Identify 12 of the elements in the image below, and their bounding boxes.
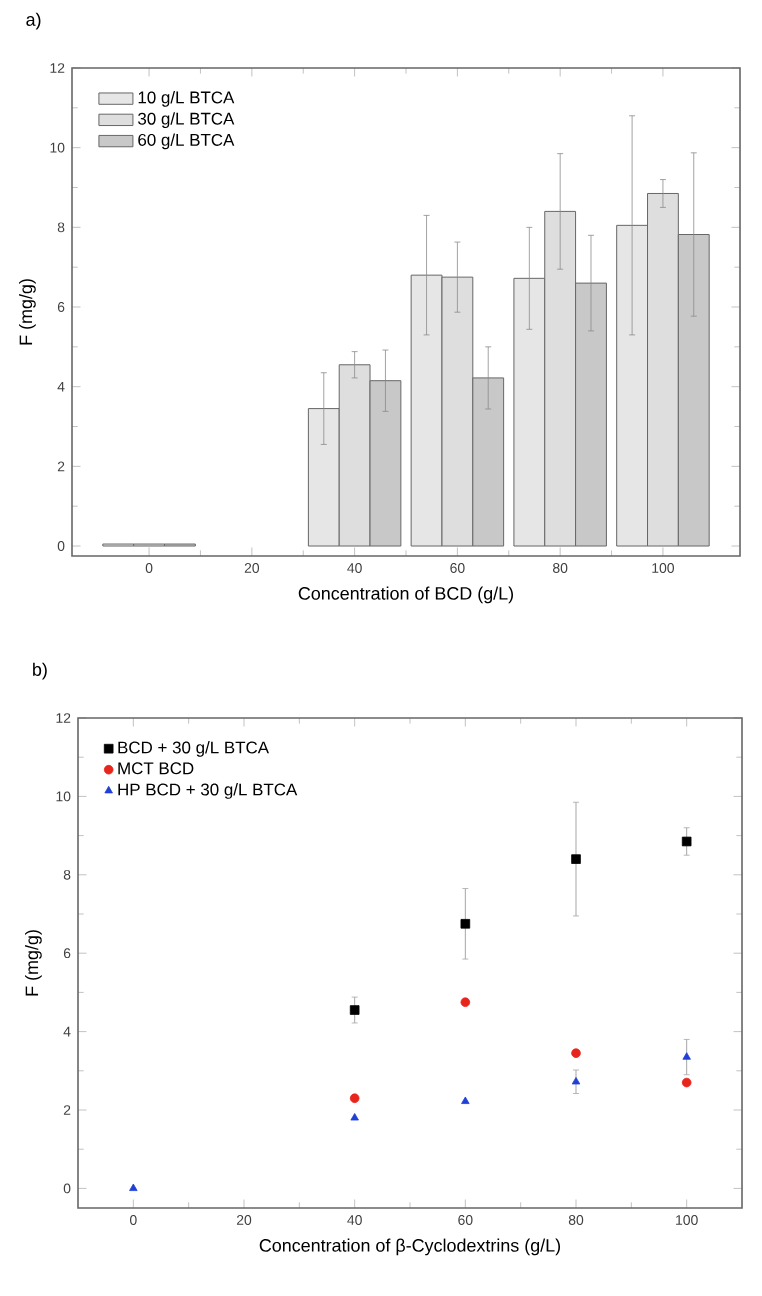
legend-label: HP BCD + 30 g/L BTCA xyxy=(118,783,298,799)
legend-label: 10 g/L BTCA xyxy=(138,90,235,107)
y-axis-title: F (mg/g) xyxy=(19,279,36,345)
legend-label: 60 g/L BTCA xyxy=(138,133,235,150)
y-axis-title: F (mg/g) xyxy=(25,930,42,996)
chart-title: b) xyxy=(33,662,47,680)
chart-title: a) xyxy=(26,12,41,30)
x-axis-title: Concentration of β-Cyclodextrins (g/L) xyxy=(259,1238,561,1256)
legend-label: MCT BCD xyxy=(118,762,194,775)
legend-label: 30 g/L BTCA xyxy=(138,112,235,129)
legend-label: BCD + 30 g/L BTCA xyxy=(118,741,270,757)
x-axis-title: Concentration of BCD (g/L) xyxy=(298,586,514,604)
